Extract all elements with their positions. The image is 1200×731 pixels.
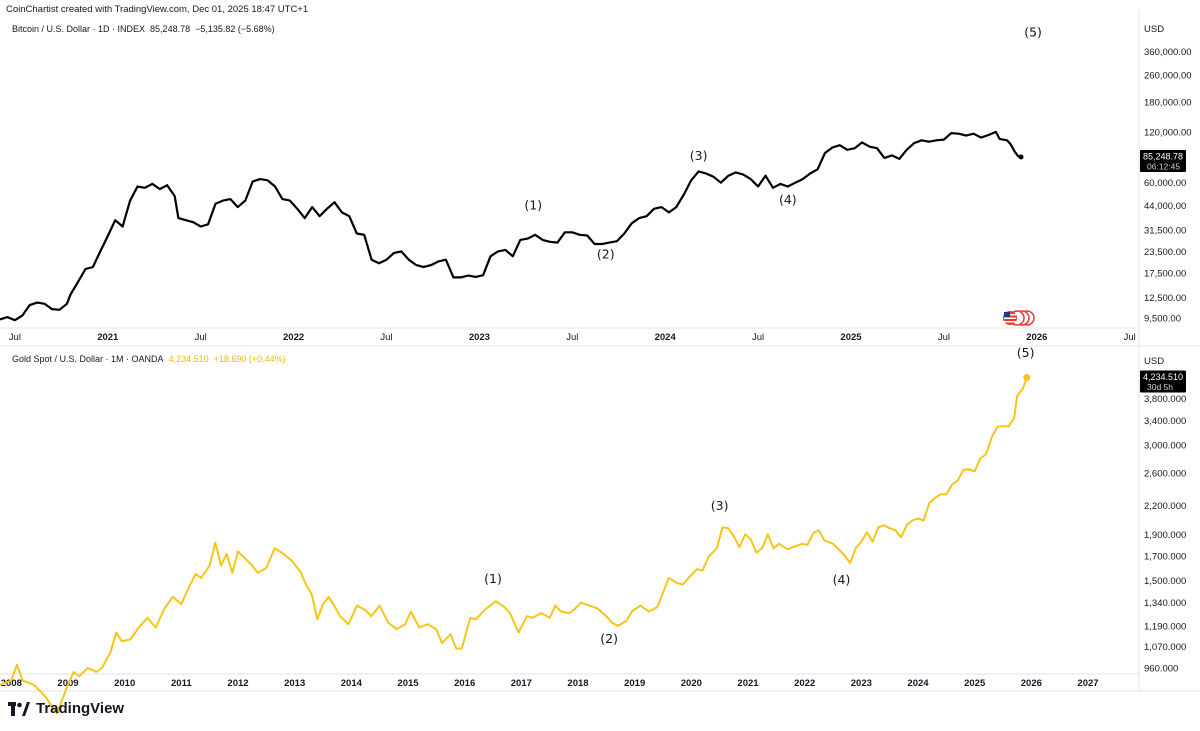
gold-wave-label: (3) <box>711 498 729 513</box>
btc-x-tick-label: 2024 <box>655 332 677 343</box>
btc-x-tick-label: Jul <box>566 332 578 343</box>
gold-last-price-label: 4,234.510 <box>1143 372 1183 382</box>
btc-symbol: Bitcoin / U.S. Dollar · 1D · INDEX <box>12 24 146 34</box>
btc-y-tick-label: 120,000.00 <box>1144 127 1192 138</box>
btc-y-tick-label: 23,500.00 <box>1144 247 1186 258</box>
btc-y-tick-label: 12,500.00 <box>1144 293 1186 304</box>
gold-y-tick-label: 3,800.000 <box>1144 394 1186 405</box>
gold-x-tick-label: 2008 <box>1 678 22 689</box>
btc-pane[interactable]: USD 360,000.00 260,000.00 180,000.00 120,000… <box>0 10 1200 347</box>
btc-x-tick-label: Jul <box>195 332 207 343</box>
btc-last-price-label: 85,248.78 <box>1143 151 1183 161</box>
gold-x-tick-label: 2015 <box>397 678 419 689</box>
chart-credit: CoinChartist created with TradingView.co… <box>6 4 309 15</box>
gold-x-tick-label: 2018 <box>567 678 588 689</box>
btc-x-tick-label: 2026 <box>1026 332 1047 343</box>
btc-x-tick-label: Jul <box>380 332 392 343</box>
gold-wave-label: (4) <box>833 572 851 587</box>
gold-x-tick-label: 2017 <box>511 678 532 689</box>
gold-y-tick-label: 2,600.000 <box>1144 468 1186 479</box>
gold-y-tick-label: 2,200.000 <box>1144 501 1186 512</box>
gold-x-tick-label: 2019 <box>624 678 645 689</box>
btc-y-tick-label: 180,000.00 <box>1144 98 1192 109</box>
btc-x-tick-label: 2021 <box>97 332 119 343</box>
gold-wave-label: (5) <box>1017 345 1035 360</box>
gold-last-point <box>1023 374 1031 382</box>
gold-symbol: Gold Spot / U.S. Dollar · 1M · OANDA <box>12 354 164 364</box>
btc-x-tick-label: Jul <box>1124 332 1136 343</box>
gold-wave-label: (2) <box>600 631 618 646</box>
gold-x-tick-label: 2021 <box>737 678 759 689</box>
gold-pane[interactable]: USD 3,800.000 3,400.000 3,000.000 2,600.000 2… <box>0 340 1200 715</box>
btc-x-tick-label: Jul <box>938 332 950 343</box>
tradingview-logo-icon <box>8 701 30 716</box>
gold-y-tick-label: 960.000 <box>1144 663 1178 674</box>
btc-last-point <box>1018 154 1024 160</box>
gold-countdown-label: 30d 5h <box>1147 382 1173 392</box>
gold-price-line <box>0 377 1028 715</box>
gold-y-tick-label: 1,340.000 <box>1144 598 1186 609</box>
btc-x-tick-label: 2023 <box>469 332 490 343</box>
btc-y-tick-label: 31,500.00 <box>1144 225 1186 236</box>
btc-price-line <box>0 130 1022 322</box>
btc-x-tick-label: 2022 <box>283 332 304 343</box>
gold-x-tick-label: 2011 <box>171 678 192 689</box>
btc-x-tick-label: Jul <box>9 332 21 343</box>
gold-x-tick-label: 2013 <box>284 678 305 689</box>
btc-wave-label: (3) <box>690 148 708 163</box>
btc-y-tick-label: 17,500.00 <box>1144 269 1186 280</box>
btc-y-tick-label: 260,000.00 <box>1144 71 1192 82</box>
btc-change: −5,135.82 (−5.68%) <box>195 24 275 34</box>
gold-x-tick-label: 2010 <box>114 678 135 689</box>
gold-x-tick-label: 2014 <box>341 678 363 689</box>
gold-x-tick-label: 2020 <box>681 678 702 689</box>
btc-wave-label: (1) <box>524 198 542 213</box>
gold-price: 4,234.510 <box>168 354 209 364</box>
gold-y-tick-label: 3,000.000 <box>1144 440 1186 451</box>
flag-badge-icon[interactable] <box>1003 310 1035 326</box>
gold-change: +18.690 (+0.44%) <box>213 354 286 364</box>
gold-x-tick-label: 2027 <box>1077 678 1098 689</box>
gold-y-tick-label: 1,070.000 <box>1144 642 1186 653</box>
gold-wave-label: (1) <box>484 571 502 586</box>
gold-x-tick-label: 2012 <box>227 678 248 689</box>
gold-y-tick-label: 1,900.000 <box>1144 530 1186 541</box>
gold-last-price-tag <box>1140 370 1186 393</box>
btc-y-tick-label: 44,000.00 <box>1144 201 1186 212</box>
gold-x-tick-label: 2023 <box>851 678 872 689</box>
btc-price: 85,248.78 <box>150 24 191 34</box>
btc-wave-label: (5) <box>1024 25 1042 40</box>
gold-x-tick-label: 2024 <box>907 678 929 689</box>
gold-x-tick-label: 2025 <box>964 678 986 689</box>
btc-countdown-label: 06:12:45 <box>1147 161 1180 171</box>
gold-y-axis-label: USD <box>1144 356 1164 367</box>
gold-x-tick-label: 2026 <box>1021 678 1042 689</box>
gold-legend: Gold Spot / U.S. Dollar · 1M · OANDA 4,2… <box>12 354 286 364</box>
btc-y-tick-label: 360,000.00 <box>1144 47 1192 58</box>
btc-y-axis-label: USD <box>1144 24 1164 35</box>
btc-legend: Bitcoin / U.S. Dollar · 1D · INDEX 85,24… <box>12 24 275 34</box>
btc-wave-label: (2) <box>597 247 615 262</box>
tradingview-logo-text: TradingView <box>36 700 125 717</box>
gold-y-tick-label: 1,700.000 <box>1144 552 1186 563</box>
gold-y-tick-label: 1,500.000 <box>1144 576 1186 587</box>
btc-x-tick-label: 2025 <box>840 332 862 343</box>
gold-y-tick-label: 3,400.000 <box>1144 416 1186 427</box>
gold-x-tick-label: 2016 <box>454 678 475 689</box>
btc-x-tick-label: Jul <box>752 332 764 343</box>
btc-y-tick-label: 9,500.00 <box>1144 313 1181 324</box>
btc-y-tick-label: 60,000.00 <box>1144 178 1186 189</box>
tradingview-logo[interactable]: TradingView <box>8 700 124 717</box>
gold-x-tick-label: 2022 <box>794 678 815 689</box>
gold-y-tick-label: 1,190.000 <box>1144 621 1186 632</box>
btc-wave-label: (4) <box>779 192 797 207</box>
btc-last-price-tag <box>1140 149 1186 172</box>
